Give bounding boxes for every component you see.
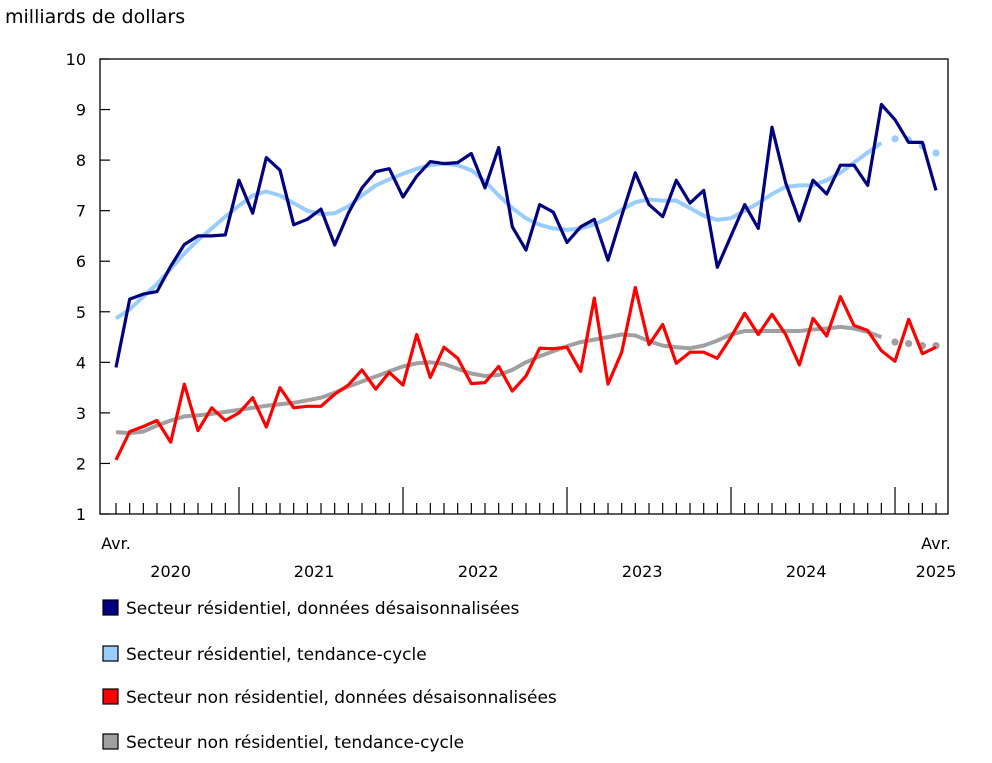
series-dot-3: [891, 338, 899, 346]
legend-swatch: [102, 645, 119, 662]
y-tick-label: 7: [76, 202, 86, 221]
y-tick-label: 1: [76, 505, 86, 524]
legend-swatch: [102, 599, 119, 616]
series-dot-3: [905, 340, 913, 348]
series-dot-1: [932, 149, 940, 157]
legend-item: Secteur non résidentiel, tendance-cycle: [102, 733, 464, 753]
y-tick-label: 2: [76, 454, 86, 473]
legend-item: Secteur non résidentiel, données désaiso…: [102, 688, 557, 708]
legend: Secteur résidentiel, données désaisonnal…: [102, 599, 557, 753]
legend-item: Secteur résidentiel, données désaisonnal…: [102, 599, 520, 619]
series-line-0: [114, 102, 938, 368]
legend-label: Secteur non résidentiel, tendance-cycle: [126, 733, 464, 753]
y-tick-label: 9: [76, 101, 86, 120]
series-line-1: [114, 141, 883, 321]
axes: 1 2 3 4 5 6 7 8 9 10 Avr. Avr. 2020 2021 2022 2023 2024 2…: [66, 50, 957, 581]
plot-frame: [99, 58, 949, 515]
y-tick-label: 3: [76, 404, 86, 423]
x-year-label: 2025: [916, 562, 957, 581]
y-tick-label: 8: [76, 151, 86, 170]
x-year-label: 2020: [150, 562, 191, 581]
x-year-label: 2021: [294, 562, 335, 581]
legend-label: Secteur non résidentiel, données désaiso…: [126, 688, 557, 708]
x-edge-label-start: Avr.: [101, 534, 131, 553]
x-edge-label-end: Avr.: [921, 534, 951, 553]
legend-item: Secteur résidentiel, tendance-cycle: [102, 645, 427, 665]
x-year-label: 2023: [622, 562, 663, 581]
x-year-label: 2022: [458, 562, 499, 581]
x-year-label: 2024: [786, 562, 827, 581]
series-line-2: [114, 285, 937, 461]
legend-label: Secteur résidentiel, données désaisonnal…: [126, 599, 520, 619]
y-axis-label: milliards de dollars: [5, 6, 185, 28]
series-lines: [114, 102, 940, 461]
legend-swatch: [102, 688, 119, 705]
y-tick-label: 6: [76, 252, 86, 271]
legend-swatch: [102, 733, 119, 750]
y-tick-label: 5: [76, 303, 86, 322]
y-tick-label: 4: [76, 353, 86, 372]
series-dot-1: [891, 135, 899, 143]
legend-label: Secteur résidentiel, tendance-cycle: [126, 645, 427, 665]
y-tick-label: 10: [66, 50, 86, 69]
